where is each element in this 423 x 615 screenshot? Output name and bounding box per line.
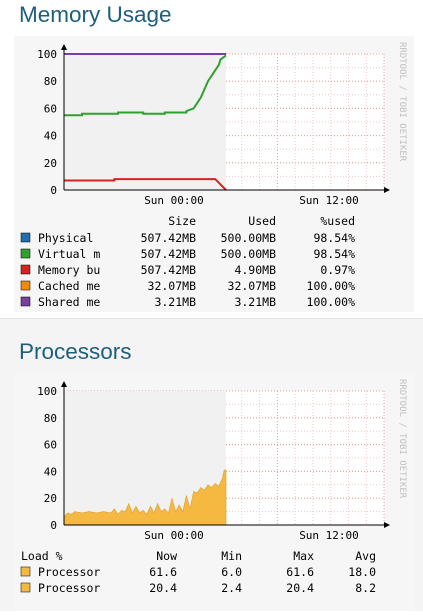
memory-legend: Size Used %used Physical 507.42MB 500.00… [20, 214, 356, 309]
processors-legend-header-label: Load % [21, 549, 63, 563]
processors-y-tick-label: 0 [50, 519, 57, 532]
memory-x-tick-sun-1200: Sun 12:00 [299, 194, 359, 207]
legend-size: 3.21MB [154, 295, 196, 309]
processors-series-0 [63, 469, 227, 526]
legend-avg: 8.2 [355, 581, 376, 595]
legend-used: 4.90MB [234, 263, 276, 277]
memory-y-tick-label: 40 [44, 130, 57, 143]
processors-legend-header-max: Max [293, 549, 314, 563]
processors-legend-header-now: Now [156, 549, 177, 563]
legend-name: Shared me [38, 295, 100, 309]
legend-name: Virtual m [38, 247, 100, 261]
legend-pct: 98.54% [313, 247, 355, 261]
memory-legend-header-size: Size [168, 214, 196, 228]
processors-panel: Processors 0 20 40 60 80 100 Sun 00:00 Sun 12… [0, 318, 423, 611]
processors-legend-row-2: Processor 20.4 2.4 20.4 8.2 [20, 581, 376, 595]
legend-now: 61.6 [149, 565, 177, 579]
memory-series [64, 53, 227, 191]
memory-legend-row-physical: Physical 507.42MB 500.00MB 98.54% [20, 231, 355, 245]
processors-y-tick-label: 40 [44, 465, 57, 478]
legend-size: 507.42MB [141, 231, 196, 245]
legend-pct: 0.97% [320, 263, 355, 277]
memory-chart-svg: 0 20 40 60 80 100 Sun 00:00 Sun 12:00 RRDTOOL… [20, 42, 407, 309]
legend-max: 20.4 [286, 581, 314, 595]
legend-min: 6.0 [221, 565, 242, 579]
processors-watermark: RRDTOOL / TOBI OETIKER [397, 379, 407, 499]
memory-legend-header-pct: %used [320, 214, 355, 228]
memory-x-tick-sun-0000: Sun 00:00 [144, 194, 204, 207]
legend-used: 500.00MB [221, 231, 276, 245]
memory-y-tick-label: 60 [44, 102, 57, 115]
memory-y-axis-labels: 0 20 40 60 80 100 [37, 48, 57, 197]
memory-y-tick-label: 20 [44, 157, 57, 170]
legend-now: 20.4 [149, 581, 177, 595]
legend-name: Physical [38, 231, 93, 245]
memory-watermark: RRDTOOL / TOBI OETIKER [397, 42, 407, 162]
processors-y-tick-label: 20 [44, 492, 57, 505]
processors-legend: Load % Now Min Max Avg Processor 61.6 6.… [20, 549, 376, 595]
memory-y-tick-label: 80 [44, 75, 57, 88]
legend-size: 32.07MB [148, 279, 197, 293]
processors-legend-header-avg: Avg [355, 549, 376, 563]
processors-x-tick-sun-1200: Sun 12:00 [299, 529, 359, 542]
memory-series-2 [64, 178, 227, 191]
legend-used: 3.21MB [234, 295, 276, 309]
memory-y-tick-label: 0 [50, 184, 57, 197]
legend-name: Memory bu [38, 263, 100, 277]
memory-series-1 [64, 54, 227, 117]
processors-y-axis-labels: 0 20 40 60 80 100 [37, 385, 57, 532]
processors-x-tick-sun-0000: Sun 00:00 [144, 529, 204, 542]
processors-y-tick-label: 60 [44, 439, 57, 452]
processors-y-tick-label: 100 [37, 385, 57, 398]
memory-y-tick-label: 100 [37, 48, 57, 61]
memory-history-shade [64, 54, 226, 190]
memory-legend-header-used: Used [248, 214, 276, 228]
processors-chart-svg: 0 20 40 60 80 100 Sun 00:00 Sun 12:00 RRDTOOL… [20, 379, 407, 595]
processors-graph: 0 20 40 60 80 100 Sun 00:00 Sun 12:00 RRDTOOL… [14, 373, 414, 611]
memory-usage-title: Memory Usage [19, 2, 172, 27]
processors-legend-row-1: Processor 61.6 6.0 61.6 18.0 [20, 565, 376, 579]
memory-usage-panel: Memory Usage 0 20 40 60 80 100 Sun 00:00 Sun … [14, 2, 414, 312]
legend-name: Processor [38, 581, 100, 595]
legend-pct: 98.54% [313, 231, 355, 245]
legend-max: 61.6 [286, 565, 314, 579]
processors-legend-header-min: Min [221, 549, 242, 563]
memory-legend-row-cached: Cached me 32.07MB 32.07MB 100.00% [20, 279, 356, 293]
memory-legend-row-virtual: Virtual m 507.42MB 500.00MB 98.54% [20, 247, 355, 261]
memory-usage-graph: 0 20 40 60 80 100 Sun 00:00 Sun 12:00 RRDTOOL… [14, 36, 414, 312]
legend-used: 32.07MB [228, 279, 277, 293]
legend-size: 507.42MB [141, 263, 196, 277]
legend-name: Processor [38, 565, 100, 579]
legend-size: 507.42MB [141, 247, 196, 261]
legend-used: 500.00MB [221, 247, 276, 261]
legend-pct: 100.00% [307, 295, 356, 309]
legend-avg: 18.0 [348, 565, 376, 579]
legend-name: Cached me [38, 279, 100, 293]
memory-axes [61, 44, 390, 193]
processors-axes [61, 381, 390, 528]
processors-y-tick-label: 80 [44, 412, 57, 425]
memory-grid [64, 53, 385, 191]
processors-title: Processors [19, 339, 132, 364]
processors-series [63, 469, 227, 526]
memory-legend-row-memory-bu: Memory bu 507.42MB 4.90MB 0.97% [20, 263, 355, 277]
legend-min: 2.4 [221, 581, 242, 595]
legend-pct: 100.00% [307, 279, 356, 293]
memory-legend-row-shared: Shared me 3.21MB 3.21MB 100.00% [20, 295, 356, 309]
